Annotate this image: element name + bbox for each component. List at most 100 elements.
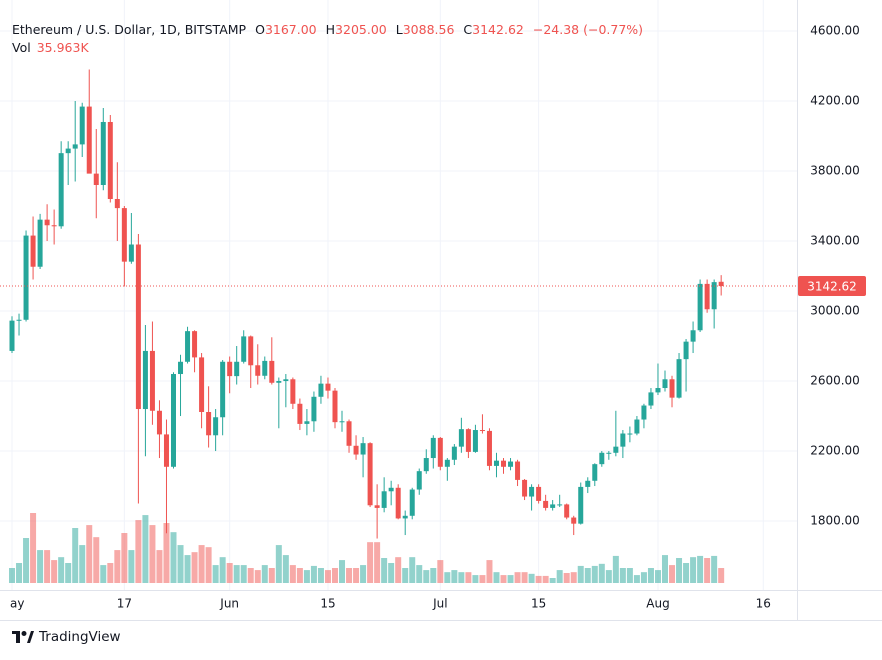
volume-bar xyxy=(563,573,570,583)
candle-body xyxy=(557,504,563,506)
volume-bar xyxy=(598,563,605,583)
candle-body xyxy=(37,219,43,267)
volume-bar xyxy=(626,568,633,583)
candle-body xyxy=(718,281,724,287)
candle-body xyxy=(156,410,162,435)
candle-body xyxy=(627,433,633,435)
candle-body xyxy=(339,421,345,423)
legend-change: −24.38 (−0.77%) xyxy=(532,22,644,37)
candle-body xyxy=(114,199,120,209)
x-tick-label: May xyxy=(0,597,24,611)
y-tick-label: 1800.00 xyxy=(810,514,860,528)
candle-body xyxy=(620,433,626,447)
candle-body xyxy=(683,341,689,360)
volume-bar xyxy=(303,570,310,583)
volume-bar xyxy=(44,550,51,583)
candle-body xyxy=(381,491,387,508)
candle-body xyxy=(332,390,338,423)
y-tick-label: 3800.00 xyxy=(810,163,860,177)
candle-body xyxy=(676,359,682,398)
candle-body xyxy=(149,350,155,411)
volume-bar xyxy=(58,557,65,583)
volume-bar xyxy=(374,542,381,583)
volume-bar xyxy=(149,525,156,583)
volume-bar xyxy=(23,538,30,583)
volume-bar xyxy=(444,572,451,583)
candle-body xyxy=(501,460,507,467)
volume-bar xyxy=(177,545,184,583)
volume-bar xyxy=(353,568,360,583)
candle-body xyxy=(255,365,261,376)
volume-bar xyxy=(381,558,388,583)
volume-bar xyxy=(661,555,668,583)
x-tick-label: 15 xyxy=(320,597,335,611)
candle-body xyxy=(550,504,556,508)
candle-body xyxy=(430,437,436,459)
volume-bar xyxy=(100,565,107,583)
y-tick-label: 2200.00 xyxy=(810,444,860,458)
candle-body xyxy=(458,429,464,447)
candle-body xyxy=(142,350,148,410)
candle-body xyxy=(648,392,654,406)
volume-bar xyxy=(219,557,226,583)
candle-body xyxy=(248,336,254,366)
branding[interactable]: TradingView xyxy=(12,629,121,645)
volume-bar xyxy=(93,537,100,583)
last-price-tag xyxy=(798,276,866,297)
volume-legend: Vol 35.963K xyxy=(12,40,89,55)
volume-bar xyxy=(647,568,654,583)
candle-body xyxy=(592,464,598,481)
x-tick-label: 16 xyxy=(756,597,771,611)
volume-bar xyxy=(317,568,324,583)
y-tick-label: 3000.00 xyxy=(810,304,860,318)
volume-bar xyxy=(472,575,479,583)
symbol-title: Ethereum / U.S. Dollar, 1D, BITSTAMP xyxy=(12,22,247,37)
candle-body xyxy=(402,515,408,519)
candle-body xyxy=(662,379,668,389)
candle-body xyxy=(311,396,317,422)
candle-body xyxy=(599,452,605,465)
volume-bar xyxy=(275,545,282,583)
volume-bar xyxy=(107,563,114,583)
volume-bar xyxy=(247,568,254,583)
candle-body xyxy=(107,121,113,200)
candle-body xyxy=(711,282,717,310)
candle-body xyxy=(451,446,457,460)
candle-body xyxy=(437,437,443,467)
x-tick-label: 17 xyxy=(117,597,132,611)
volume-bar xyxy=(184,555,191,583)
volume-bar xyxy=(163,523,170,583)
volume-bar xyxy=(170,532,177,583)
volume-bar xyxy=(479,575,486,583)
candle-body xyxy=(283,379,289,382)
volume-bar xyxy=(226,563,233,583)
volume-bar xyxy=(633,575,640,583)
volume-bar xyxy=(324,570,331,583)
candle-body xyxy=(564,504,570,518)
y-tick-label: 2600.00 xyxy=(810,374,860,388)
volume-bar xyxy=(669,565,676,583)
legend-value: 3167.00 xyxy=(264,22,317,37)
volume-bar xyxy=(654,570,661,583)
candle-body xyxy=(486,430,492,466)
legend-key: H xyxy=(325,22,336,37)
candle-body xyxy=(213,417,219,436)
y-tick-label: 4200.00 xyxy=(810,93,860,107)
volume-bar xyxy=(388,563,395,583)
candle-body xyxy=(606,452,612,454)
candle-body xyxy=(409,489,415,516)
candle-body xyxy=(318,383,324,397)
volume-bar xyxy=(556,570,563,583)
candle-body xyxy=(241,336,247,362)
legend-value: 3088.56 xyxy=(402,22,455,37)
candle-body xyxy=(416,471,422,490)
volume-bar xyxy=(289,565,296,583)
volume-bar xyxy=(570,572,577,583)
volume-bar xyxy=(605,570,612,583)
candle-body xyxy=(262,360,268,376)
volume-bar xyxy=(296,568,303,583)
volume-bar xyxy=(423,570,430,583)
candle-body xyxy=(93,173,99,185)
volume-bar xyxy=(612,555,619,583)
x-tick-label: Aug xyxy=(646,597,669,611)
